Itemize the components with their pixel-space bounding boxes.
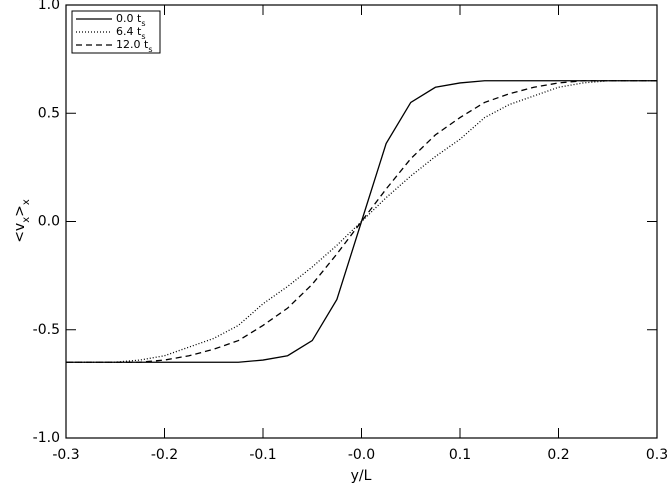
- y-tick-label: -1.0: [33, 430, 60, 446]
- legend-label: 12.0 ts: [116, 38, 152, 54]
- y-axis-label: <vx>x: [12, 199, 32, 243]
- legend-name: 6.4 t: [116, 25, 142, 38]
- y-label-sub: x: [21, 199, 32, 205]
- x-tick-label: -0.0: [348, 447, 375, 463]
- legend-label: 0.0 ts: [116, 12, 145, 28]
- x-tick-label: 0.1: [449, 447, 471, 463]
- y-tick-label: 0.0: [38, 214, 60, 230]
- x-tick-label: -0.2: [151, 447, 178, 463]
- legend-box: [71, 10, 161, 54]
- legend-name: 12.0 t: [116, 38, 149, 51]
- y-tick-label: -0.5: [33, 322, 60, 338]
- legend-sub: s: [141, 19, 145, 28]
- legend-label: 6.4 ts: [116, 25, 145, 41]
- x-axis-label: y/L: [351, 468, 372, 484]
- x-tick-label: -0.3: [52, 447, 79, 463]
- y-label-sub: x: [21, 217, 32, 223]
- x-tick-label: 0.2: [547, 447, 569, 463]
- y-tick-label: 1.0: [38, 0, 60, 13]
- y-label-part: <v: [12, 223, 28, 243]
- legend-name: 0.0 t: [116, 12, 142, 25]
- y-tick-label: 0.5: [38, 105, 60, 121]
- legend-sub: s: [148, 45, 152, 54]
- x-tick-label: 0.3: [646, 447, 668, 463]
- x-tick-label: -0.1: [249, 447, 276, 463]
- line-series: [66, 80, 657, 363]
- legend-sub: s: [141, 32, 145, 41]
- y-label-part: >: [12, 205, 28, 217]
